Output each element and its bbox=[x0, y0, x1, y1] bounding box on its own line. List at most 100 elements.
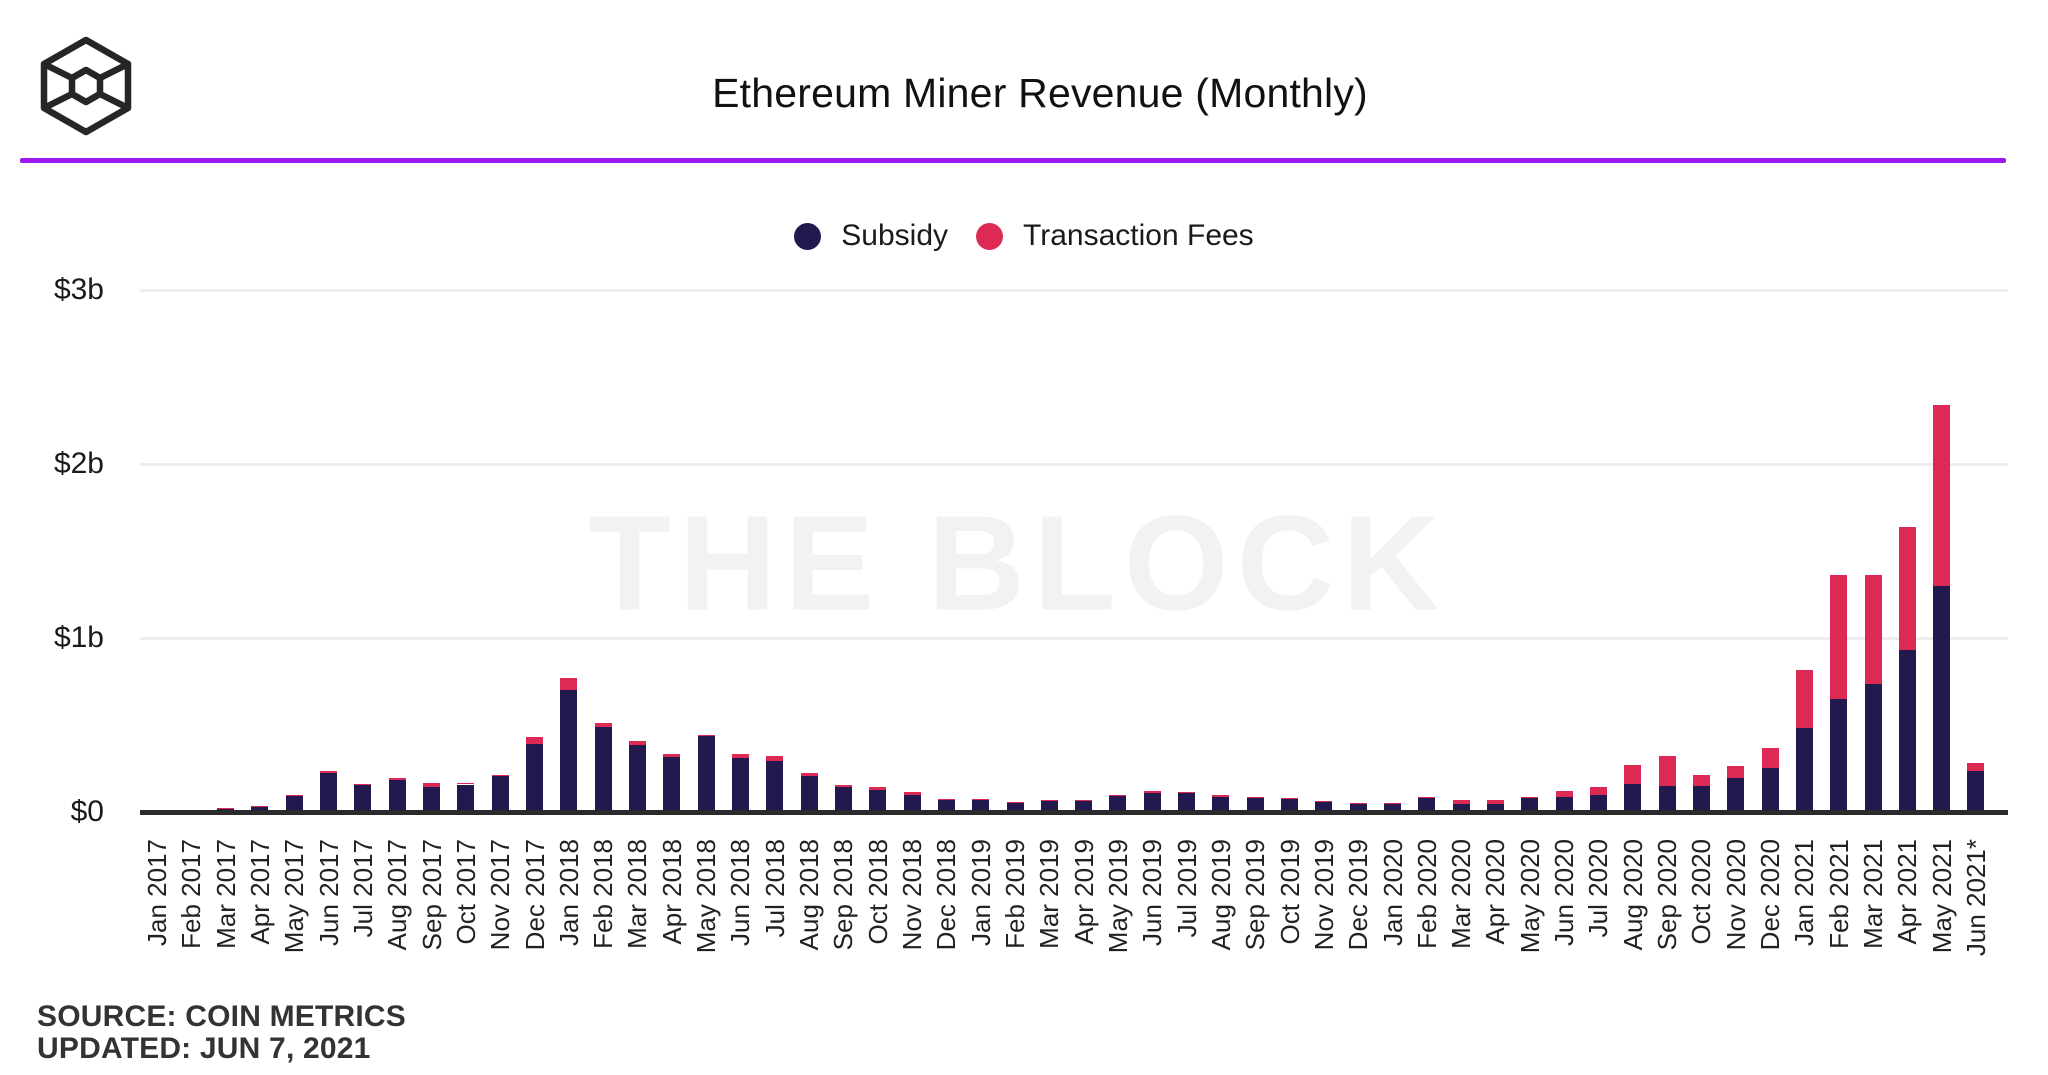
bar-segment-transaction-fees[interactable] bbox=[1589, 787, 1607, 796]
bar-segment-transaction-fees[interactable] bbox=[423, 782, 441, 787]
the-block-logo[interactable] bbox=[38, 36, 134, 136]
bar-segment-transaction-fees[interactable] bbox=[800, 773, 818, 777]
bar-segment-subsidy[interactable] bbox=[1178, 793, 1196, 812]
bar-segment-subsidy[interactable] bbox=[1486, 803, 1504, 812]
bar-segment-transaction-fees[interactable] bbox=[731, 754, 749, 759]
bar-segment-subsidy[interactable] bbox=[423, 786, 441, 812]
bar-segment-transaction-fees[interactable] bbox=[834, 785, 852, 787]
bar-segment-subsidy[interactable] bbox=[869, 789, 887, 812]
bar-segment-subsidy[interactable] bbox=[1761, 767, 1779, 812]
bar-segment-transaction-fees[interactable] bbox=[1795, 669, 1813, 728]
bar-segment-transaction-fees[interactable] bbox=[869, 787, 887, 790]
bar-segment-transaction-fees[interactable] bbox=[663, 754, 681, 758]
bar-segment-subsidy[interactable] bbox=[1521, 798, 1539, 812]
bar-segment-transaction-fees[interactable] bbox=[354, 783, 372, 786]
bar-segment-transaction-fees[interactable] bbox=[491, 774, 509, 777]
legend-item-subsidy[interactable]: Subsidy bbox=[794, 219, 948, 253]
bar-segment-transaction-fees[interactable] bbox=[1933, 404, 1951, 586]
bar-segment-transaction-fees[interactable] bbox=[1006, 802, 1024, 803]
bar-segment-subsidy[interactable] bbox=[937, 800, 955, 812]
bar-segment-subsidy[interactable] bbox=[1143, 792, 1161, 812]
bar-segment-transaction-fees[interactable] bbox=[1521, 797, 1539, 799]
bar-segment-subsidy[interactable] bbox=[731, 758, 749, 812]
bar-segment-transaction-fees[interactable] bbox=[1178, 791, 1196, 794]
bar-segment-subsidy[interactable] bbox=[1692, 786, 1710, 812]
bar-segment-transaction-fees[interactable] bbox=[1864, 575, 1882, 684]
bar-segment-transaction-fees[interactable] bbox=[526, 737, 544, 745]
bar-segment-subsidy[interactable] bbox=[1555, 797, 1573, 812]
bar-segment-subsidy[interactable] bbox=[1212, 797, 1230, 812]
bar-segment-subsidy[interactable] bbox=[388, 779, 406, 812]
bar-segment-subsidy[interactable] bbox=[834, 786, 852, 812]
bar-segment-transaction-fees[interactable] bbox=[1830, 575, 1848, 699]
bar-segment-subsidy[interactable] bbox=[1658, 786, 1676, 812]
bar-segment-subsidy[interactable] bbox=[1967, 771, 1985, 812]
bar-segment-subsidy[interactable] bbox=[1933, 585, 1951, 812]
bar-segment-transaction-fees[interactable] bbox=[1315, 801, 1333, 802]
bar-segment-subsidy[interactable] bbox=[663, 757, 681, 812]
bar-segment-subsidy[interactable] bbox=[1040, 800, 1058, 812]
bar-segment-subsidy[interactable] bbox=[1109, 795, 1127, 812]
bar-segment-transaction-fees[interactable] bbox=[1727, 766, 1745, 779]
bar-segment-subsidy[interactable] bbox=[491, 776, 509, 812]
bar-segment-subsidy[interactable] bbox=[594, 727, 612, 812]
bar-segment-subsidy[interactable] bbox=[1384, 803, 1402, 812]
bar-segment-transaction-fees[interactable] bbox=[1624, 764, 1642, 784]
bar-segment-subsidy[interactable] bbox=[457, 784, 475, 812]
bar-segment-transaction-fees[interactable] bbox=[1967, 763, 1985, 772]
bar-segment-transaction-fees[interactable] bbox=[1349, 803, 1367, 805]
bar-segment-transaction-fees[interactable] bbox=[1143, 791, 1161, 793]
bar-segment-subsidy[interactable] bbox=[285, 796, 303, 812]
bar-segment-transaction-fees[interactable] bbox=[1246, 797, 1264, 799]
bar-segment-transaction-fees[interactable] bbox=[1384, 802, 1402, 804]
bar-segment-transaction-fees[interactable] bbox=[1281, 798, 1299, 800]
bar-segment-subsidy[interactable] bbox=[972, 799, 990, 812]
bar-segment-subsidy[interactable] bbox=[1281, 799, 1299, 812]
bar-segment-subsidy[interactable] bbox=[1349, 804, 1367, 812]
bar-segment-subsidy[interactable] bbox=[560, 690, 578, 812]
bar-segment-subsidy[interactable] bbox=[1418, 798, 1436, 812]
bar-segment-subsidy[interactable] bbox=[1589, 795, 1607, 812]
bar-segment-subsidy[interactable] bbox=[766, 760, 784, 812]
bar-segment-transaction-fees[interactable] bbox=[628, 741, 646, 745]
bar-segment-transaction-fees[interactable] bbox=[697, 734, 715, 737]
bar-segment-subsidy[interactable] bbox=[903, 794, 921, 812]
bar-segment-subsidy[interactable] bbox=[1830, 698, 1848, 812]
bar-segment-transaction-fees[interactable] bbox=[1761, 747, 1779, 768]
bar-segment-transaction-fees[interactable] bbox=[903, 791, 921, 795]
bar-segment-subsidy[interactable] bbox=[1006, 802, 1024, 812]
bar-segment-subsidy[interactable] bbox=[1898, 650, 1916, 812]
bar-segment-transaction-fees[interactable] bbox=[1109, 794, 1127, 796]
bar-segment-subsidy[interactable] bbox=[251, 806, 269, 812]
bar-segment-subsidy[interactable] bbox=[697, 736, 715, 812]
bar-segment-transaction-fees[interactable] bbox=[937, 799, 955, 801]
bar-segment-transaction-fees[interactable] bbox=[1452, 799, 1470, 804]
bar-segment-subsidy[interactable] bbox=[1075, 801, 1093, 812]
bar-segment-subsidy[interactable] bbox=[1452, 803, 1470, 812]
bar-segment-transaction-fees[interactable] bbox=[1075, 800, 1093, 802]
bar-segment-subsidy[interactable] bbox=[1795, 727, 1813, 812]
bar-segment-subsidy[interactable] bbox=[320, 772, 338, 812]
bar-segment-subsidy[interactable] bbox=[354, 785, 372, 812]
bar-segment-subsidy[interactable] bbox=[1727, 778, 1745, 812]
bar-segment-subsidy[interactable] bbox=[628, 744, 646, 812]
bar-segment-transaction-fees[interactable] bbox=[1040, 799, 1058, 801]
bar-segment-transaction-fees[interactable] bbox=[560, 678, 578, 691]
bar-segment-transaction-fees[interactable] bbox=[251, 805, 269, 807]
bar-segment-subsidy[interactable] bbox=[1315, 801, 1333, 812]
bar-segment-subsidy[interactable] bbox=[1624, 783, 1642, 812]
bar-segment-subsidy[interactable] bbox=[526, 744, 544, 812]
bar-segment-subsidy[interactable] bbox=[1246, 798, 1264, 812]
bar-segment-transaction-fees[interactable] bbox=[972, 798, 990, 800]
bar-segment-transaction-fees[interactable] bbox=[457, 783, 475, 785]
bar-segment-transaction-fees[interactable] bbox=[1658, 756, 1676, 787]
bar-segment-transaction-fees[interactable] bbox=[1555, 790, 1573, 798]
bar-segment-transaction-fees[interactable] bbox=[766, 756, 784, 761]
bar-segment-subsidy[interactable] bbox=[800, 776, 818, 812]
bar-segment-transaction-fees[interactable] bbox=[594, 722, 612, 728]
bar-segment-subsidy[interactable] bbox=[1864, 683, 1882, 812]
legend-item-transaction-fees[interactable]: Transaction Fees bbox=[976, 219, 1254, 253]
bar-segment-transaction-fees[interactable] bbox=[1692, 774, 1710, 787]
bar-segment-transaction-fees[interactable] bbox=[1486, 799, 1504, 804]
bar-segment-transaction-fees[interactable] bbox=[388, 778, 406, 780]
